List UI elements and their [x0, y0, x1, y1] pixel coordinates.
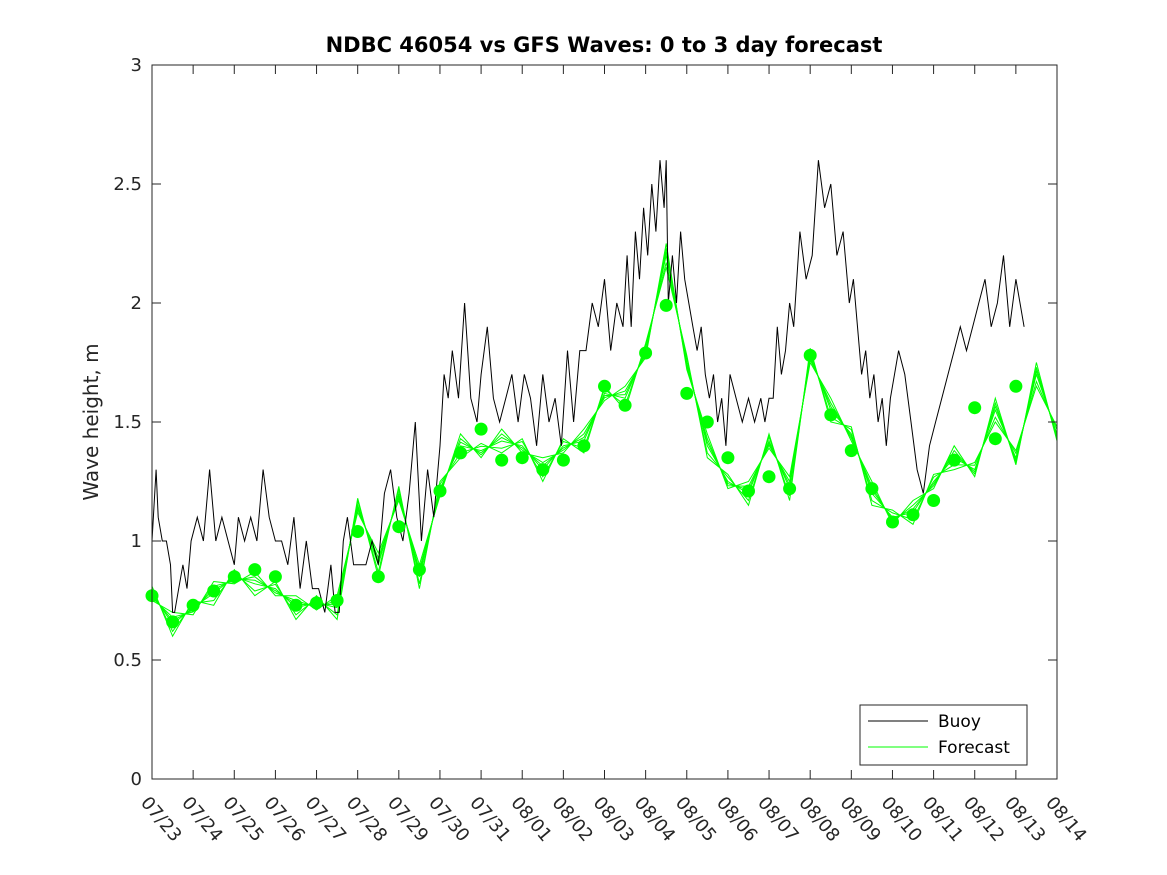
x-tick-label: 08/09 — [835, 793, 884, 846]
forecast-marker — [680, 386, 694, 400]
forecast-marker — [721, 451, 735, 465]
forecast-series-line — [151, 255, 1058, 626]
forecast-marker — [556, 453, 570, 467]
forecast-marker — [947, 453, 961, 467]
forecast-marker — [824, 408, 838, 422]
x-tick-label: 07/24 — [177, 793, 226, 846]
x-tick-label: 07/28 — [342, 793, 391, 846]
x-tick-label: 08/13 — [1000, 793, 1049, 846]
forecast-marker — [310, 596, 323, 610]
y-tick-label: 0.5 — [113, 650, 142, 671]
x-tick-label: 08/11 — [918, 793, 967, 846]
x-tick-label: 07/25 — [218, 793, 267, 846]
forecast-marker — [639, 346, 653, 360]
x-tick-label: 07/26 — [260, 793, 309, 846]
x-tick-label: 08/08 — [794, 793, 843, 846]
forecast-marker — [783, 482, 797, 496]
forecast-marker — [207, 584, 221, 598]
forecast-marker — [700, 415, 714, 429]
x-tick-label: 08/04 — [630, 793, 679, 846]
plot-background — [152, 65, 1057, 779]
legend: Buoy Forecast — [859, 704, 1028, 766]
forecast-marker — [412, 563, 426, 577]
buoy-line — [151, 160, 1025, 613]
forecast-marker — [227, 570, 241, 584]
forecast-marker — [988, 432, 1002, 446]
x-tick-label: 08/10 — [877, 793, 926, 846]
y-tick-label: 1 — [131, 531, 142, 552]
forecast-marker — [351, 525, 365, 538]
x-tick-label: 08/07 — [753, 793, 802, 846]
forecast-series-line — [151, 248, 1058, 618]
x-tick-label: 07/27 — [301, 793, 350, 846]
forecast-marker — [742, 484, 755, 498]
x-tick-label: 08/05 — [671, 793, 720, 846]
forecast-marker — [659, 298, 673, 312]
forecast-marker — [186, 598, 200, 612]
legend-box — [859, 704, 1028, 766]
forecast-marker — [330, 594, 344, 607]
forecast-marker — [762, 470, 776, 484]
forecast-marker — [515, 451, 529, 465]
x-tick-label: 07/29 — [383, 793, 432, 846]
buoy-series-line — [151, 160, 1025, 613]
forecast-marker — [166, 615, 180, 629]
forecast-marker — [454, 446, 467, 460]
y-tick-label: 1.5 — [113, 412, 142, 433]
y-tick-label: 0 — [131, 769, 142, 790]
forecast-marker — [886, 515, 899, 529]
legend-buoy-label: Buoy — [938, 712, 981, 732]
forecast-marker — [474, 422, 488, 436]
forecast-marker — [536, 463, 550, 477]
y-tick-label: 2.5 — [113, 174, 142, 195]
forecast-marker — [803, 348, 817, 362]
x-tick-label: 08/02 — [548, 793, 597, 846]
forecast-series-line — [151, 243, 1058, 616]
forecast-marker — [495, 453, 509, 467]
x-tick-label: 08/14 — [1041, 793, 1090, 846]
x-tick-label: 08/01 — [506, 793, 555, 846]
forecast-marker — [598, 379, 611, 393]
forecast-markers — [145, 298, 1023, 629]
y-axis-label: Wave height, m — [79, 343, 103, 500]
forecast-marker — [1009, 379, 1023, 393]
x-tick-label: 07/30 — [424, 793, 473, 846]
forecast-marker — [968, 401, 982, 415]
x-tick-label: 08/12 — [959, 793, 1008, 846]
forecast-marker — [289, 598, 303, 612]
forecast-marker — [268, 570, 282, 584]
forecast-marker — [618, 398, 632, 412]
forecast-series-line — [151, 251, 1058, 622]
forecast-marker — [248, 563, 262, 577]
forecast-marker — [392, 520, 406, 534]
forecast-marker — [371, 570, 385, 584]
y-tick-label: 3 — [131, 55, 142, 76]
chart-title: NDBC 46054 vs GFS Waves: 0 to 3 day fore… — [326, 33, 883, 57]
forecast-marker — [865, 482, 879, 496]
x-tick-label: 07/23 — [136, 793, 185, 846]
legend-forecast-label: Forecast — [938, 738, 1010, 758]
forecast-marker — [927, 494, 941, 507]
x-tick-label: 07/31 — [465, 793, 514, 846]
forecast-marker — [433, 484, 447, 498]
y-axis: 0 0.5 1 1.5 2 2.5 3 — [113, 55, 1057, 790]
forecast-marker — [577, 439, 591, 453]
forecast-marker — [906, 508, 920, 522]
x-tick-label: 08/06 — [712, 793, 761, 846]
forecast-marker — [844, 444, 858, 458]
y-tick-label: 2 — [131, 293, 142, 314]
x-tick-label: 08/03 — [589, 793, 638, 846]
